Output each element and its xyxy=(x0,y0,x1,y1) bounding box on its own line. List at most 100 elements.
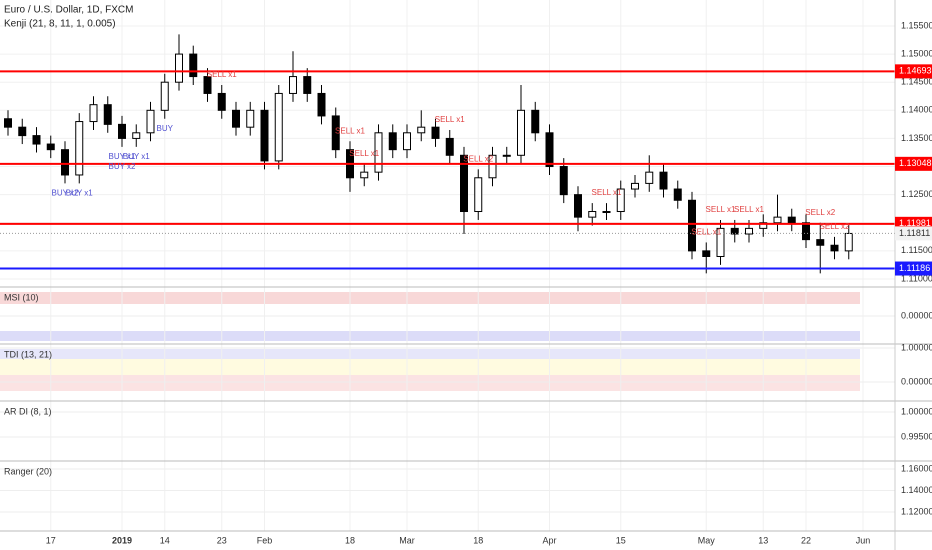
x-tick-label: 23 xyxy=(217,535,227,545)
x-tick-label: 2019 xyxy=(112,535,132,545)
candle-body xyxy=(232,109,240,128)
candle-body xyxy=(545,132,554,168)
tdi-lower-band xyxy=(0,375,860,391)
y-tick-label: 1.13500 xyxy=(901,133,932,143)
candle-body xyxy=(588,211,597,218)
signal-label: BUY x2 xyxy=(52,189,80,198)
x-tick-label: 22 xyxy=(801,535,811,545)
tdi-upper-band xyxy=(0,349,860,359)
candle-body xyxy=(89,104,98,123)
candle-body xyxy=(673,188,682,201)
pane-title: TDI (13, 21) xyxy=(4,349,52,359)
signal-label: SELL x1 xyxy=(592,188,622,197)
x-tick-label: Apr xyxy=(542,535,556,545)
y-tick-label: 0.00000 xyxy=(901,376,932,386)
y-tick-label: 1.16000 xyxy=(901,463,932,473)
level-label-box xyxy=(895,156,932,171)
candle-body xyxy=(830,244,839,252)
last-price-label: 1.11811 xyxy=(899,228,930,238)
candle-body xyxy=(659,171,668,190)
candle-body xyxy=(488,154,497,179)
level-label: 1.13048 xyxy=(899,158,932,168)
x-tick-label: Jun xyxy=(856,535,871,545)
candle-body xyxy=(645,171,654,184)
x-tick-label: Feb xyxy=(257,535,273,545)
x-tick-label: 14 xyxy=(160,535,170,545)
signal-label: SELL x1 xyxy=(734,205,764,214)
candle-body xyxy=(374,132,383,173)
candle-body xyxy=(759,222,768,229)
x-tick-label: 17 xyxy=(46,535,56,545)
pane-title: AR DI (8, 1) xyxy=(4,406,52,416)
candle-body xyxy=(631,182,639,190)
marks xyxy=(0,34,895,274)
candle-body xyxy=(274,92,283,162)
candle-body xyxy=(331,115,340,151)
y-tick-label: 1.14000 xyxy=(901,485,932,495)
level-label: 1.11981 xyxy=(899,218,931,228)
candle-body xyxy=(844,232,853,252)
candle-body xyxy=(816,239,825,246)
candle-body xyxy=(787,216,796,224)
y-tick-label: 1.12000 xyxy=(901,506,932,516)
y-tick-label: 1.14500 xyxy=(901,77,932,87)
signal-label: SELL x1 xyxy=(435,115,465,124)
last-price-box xyxy=(895,226,932,241)
msi-upper-band xyxy=(0,292,860,304)
grid xyxy=(0,0,932,532)
x-tick-label: 13 xyxy=(758,535,768,545)
candle-body xyxy=(702,250,711,257)
candle-body xyxy=(203,76,212,94)
x-tick-label: 15 xyxy=(616,535,626,545)
candle-body xyxy=(118,123,126,139)
candle-body xyxy=(460,154,468,213)
candle-body xyxy=(217,92,226,111)
x-tick-label: 18 xyxy=(473,535,483,545)
signal-label: SELL x1 xyxy=(335,126,365,135)
signal-label: SELL x2 xyxy=(805,208,835,217)
signal-label: BUY x1 xyxy=(123,152,151,161)
candle-body xyxy=(303,76,312,94)
y-tick-label: 1.15000 xyxy=(901,48,932,58)
candle-body xyxy=(802,222,810,241)
y-tick-label: 1.00000 xyxy=(901,342,932,352)
candle-body xyxy=(388,132,397,151)
candle-body xyxy=(531,109,540,134)
y-tick-label: 1.11500 xyxy=(901,245,932,255)
y-tick-label: 1.00000 xyxy=(901,406,932,416)
y-tick-label: 1.14000 xyxy=(901,105,932,115)
candle-body xyxy=(688,199,696,252)
level-label-box xyxy=(895,261,932,276)
x-tick-label: May xyxy=(698,535,716,545)
signal-label: SELL x1 xyxy=(691,228,721,237)
candle-body xyxy=(773,216,782,224)
msi-lower-band xyxy=(0,331,860,341)
candle-body xyxy=(745,227,753,235)
y-tick-label: 0.99500 xyxy=(901,431,932,441)
x-tick-label: 18 xyxy=(345,535,355,545)
signal-label: BUY x1 xyxy=(66,189,94,198)
candle-body xyxy=(616,188,625,213)
signal-label: SELL x2 xyxy=(820,222,850,231)
signal-label: BUY x2 xyxy=(109,162,137,171)
level-label: 1.14693 xyxy=(899,66,932,76)
chart-title: Euro / U.S. Dollar, 1D, FXCM xyxy=(4,5,133,16)
signal-label: BUY xyxy=(157,124,174,133)
candle-body xyxy=(260,109,269,162)
candle-body xyxy=(730,227,739,235)
candle-body xyxy=(61,149,69,176)
candle-body xyxy=(360,171,369,179)
candle-body xyxy=(4,118,12,128)
pane-title: Ranger (20) xyxy=(4,466,52,476)
y-tick-label: 0.00000 xyxy=(901,310,932,320)
candle-body xyxy=(417,126,426,134)
level-label: 1.11186 xyxy=(899,263,930,273)
candle-body xyxy=(474,177,483,213)
signal-label: SELL x1 xyxy=(706,205,736,214)
candle-body xyxy=(103,104,112,125)
candle-body xyxy=(18,126,27,137)
x-tick-label: Mar xyxy=(399,535,415,545)
candle-body xyxy=(289,76,297,94)
